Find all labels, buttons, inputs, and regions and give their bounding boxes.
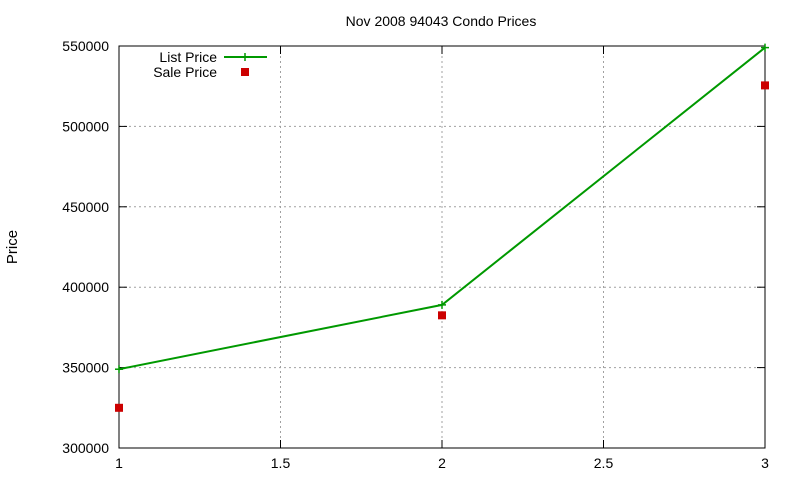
legend-label: Sale Price: [153, 64, 217, 80]
legend-marker: [241, 68, 249, 76]
x-tick-label: 1: [115, 455, 123, 471]
data-point: [438, 300, 446, 309]
y-axis-label: Price: [4, 230, 21, 264]
data-point: [115, 403, 123, 412]
y-tick-label: 400000: [62, 279, 109, 295]
chart-title: Nov 2008 94043 Condo Prices: [346, 13, 537, 29]
x-tick-label: 2.5: [594, 455, 614, 471]
series-layer: [115, 43, 769, 412]
x-tick-label: 1.5: [271, 455, 291, 471]
series-line: [118, 46, 766, 371]
series-list-price: [115, 43, 769, 374]
y-tick-label: 350000: [62, 360, 109, 376]
x-tick-label: 2: [438, 455, 446, 471]
data-point: [761, 81, 769, 90]
y-tick-label: 450000: [62, 199, 109, 215]
series-sale-price: [115, 81, 769, 412]
data-point: [115, 365, 123, 374]
data-point: [761, 43, 769, 52]
y-tick-label: 550000: [62, 38, 109, 54]
grid-lines: [119, 46, 765, 448]
data-point: [438, 311, 446, 320]
y-tick-label: 300000: [62, 440, 109, 456]
y-tick-label: 500000: [62, 118, 109, 134]
x-tick-label: 3: [761, 455, 769, 471]
axis-ticks: 1 1.5 2 2.5 3 300000 350000 400000 450000 500000 5…: [62, 38, 769, 471]
legend-marker: [241, 53, 249, 61]
legend-label: List Price: [159, 49, 217, 65]
